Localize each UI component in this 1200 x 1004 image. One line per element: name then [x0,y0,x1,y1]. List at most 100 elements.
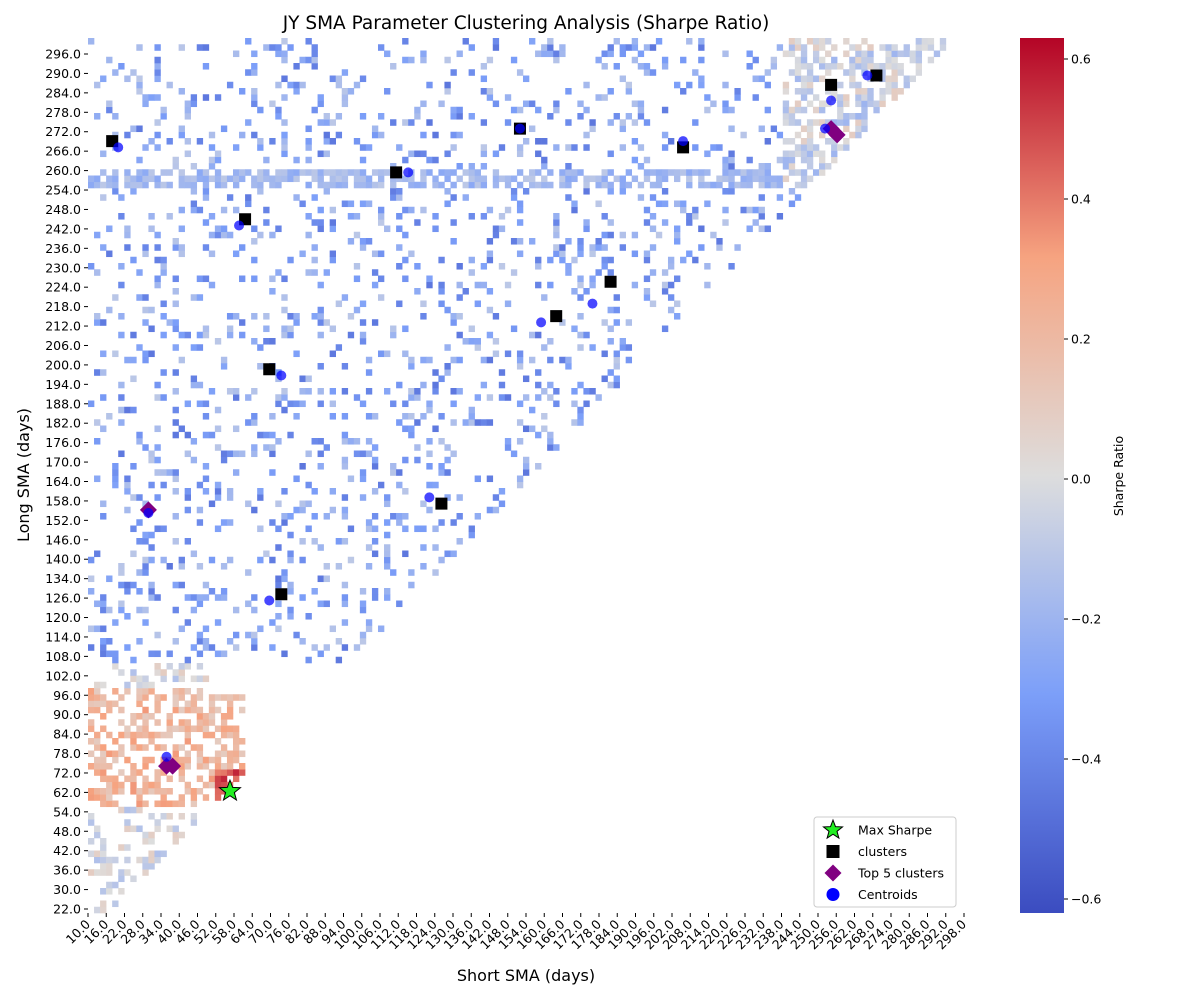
heatmap-cell [335,344,343,351]
heatmap-cell [806,144,814,151]
heatmap-cell [118,331,125,339]
y-tick-label: 126.0 [45,591,81,606]
heatmap-cell [752,169,759,176]
heatmap-cell [420,131,427,139]
heatmap-cell [130,581,137,589]
heatmap-cell [172,244,179,251]
heatmap-cell [154,469,161,476]
heatmap-cell [927,56,935,64]
heatmap-cell [879,69,886,76]
heatmap-cell [112,750,119,758]
heatmap-cell [136,694,143,701]
heatmap-cell [341,431,349,439]
heatmap-cell [752,56,759,64]
heatmap-cell [124,681,131,689]
heatmap-cell [698,75,705,83]
heatmap-cell [251,256,258,264]
heatmap-cell [154,594,161,601]
heatmap-cell [861,38,868,45]
heatmap-cell [825,163,832,170]
heatmap-cell [909,56,916,64]
heatmap-cell [106,788,113,795]
heatmap-cell [426,406,433,414]
heatmap-cell [480,119,488,126]
heatmap-cell [196,650,204,658]
heatmap-cell [172,475,179,483]
heatmap-cell [359,175,367,183]
heatmap-cell [432,525,439,533]
heatmap-cell [214,750,222,758]
heatmap-cell [426,463,433,470]
heatmap-cell [202,400,210,408]
heatmap-cell [196,381,204,389]
heatmap-cell [806,131,814,139]
heatmap-cell [595,238,602,245]
heatmap-cell [100,244,107,251]
heatmap-cell [172,300,179,308]
heatmap-cell [402,325,409,333]
heatmap-cell [661,131,669,139]
heatmap-cell [613,363,620,370]
heatmap-cell [450,319,457,326]
heatmap-cell [843,138,850,145]
legend-label: Top 5 clusters [857,866,944,881]
heatmap-cell [390,175,397,183]
heatmap-cell [136,688,143,695]
heatmap-cell [746,181,753,189]
heatmap-cell [643,175,651,183]
heatmap-cell [299,81,306,89]
heatmap-cell [100,513,107,520]
heatmap-cell [480,356,488,364]
heatmap-cell [377,481,385,489]
heatmap-cell [142,175,149,183]
heatmap-cell [148,788,155,795]
heatmap-cell [414,150,421,158]
heatmap-cell [812,169,820,176]
heatmap-cell [921,38,929,45]
heatmap-cell [148,456,155,464]
heatmap-cell [661,269,669,276]
heatmap-cell [359,181,367,189]
heatmap-cell [130,494,137,501]
heatmap-cell [275,106,282,114]
heatmap-cell [226,388,234,395]
heatmap-cell [601,181,608,189]
heatmap-cell [359,319,367,326]
heatmap-cell [341,600,349,608]
heatmap-cell [136,175,143,183]
heatmap-cell [456,513,463,520]
heatmap-cell [335,181,343,189]
heatmap-cell [214,763,222,770]
heatmap-cell [704,106,711,114]
heatmap-cell [106,413,113,420]
heatmap-cell [100,650,107,658]
heatmap-cell [130,550,137,558]
heatmap-cell [353,213,361,220]
heatmap-cell [263,431,270,439]
heatmap-cell [794,144,802,151]
heatmap-cell [112,188,119,195]
heatmap-cell [226,725,234,733]
heatmap-cell [462,419,469,426]
heatmap-cell [154,175,161,183]
heatmap-cell [202,713,210,720]
heatmap-cell [106,856,113,864]
heatmap-cell [184,594,191,601]
heatmap-cell [535,369,542,376]
heatmap-cell [154,69,161,76]
centroid-marker [678,136,689,147]
heatmap-cell [208,431,216,439]
heatmap-cell [583,131,590,139]
heatmap-cell [359,638,367,645]
heatmap-cell [293,63,300,70]
heatmap-cell [88,175,95,183]
heatmap-cell [474,169,481,176]
heatmap-cell [154,63,161,70]
y-tick-label: 266.0 [45,144,81,159]
heatmap-cell [154,631,161,639]
heatmap-cell [317,225,324,233]
heatmap-cell [130,175,137,183]
heatmap-cell [861,125,868,133]
heatmap-cell [136,800,143,808]
heatmap-cell [100,794,107,801]
